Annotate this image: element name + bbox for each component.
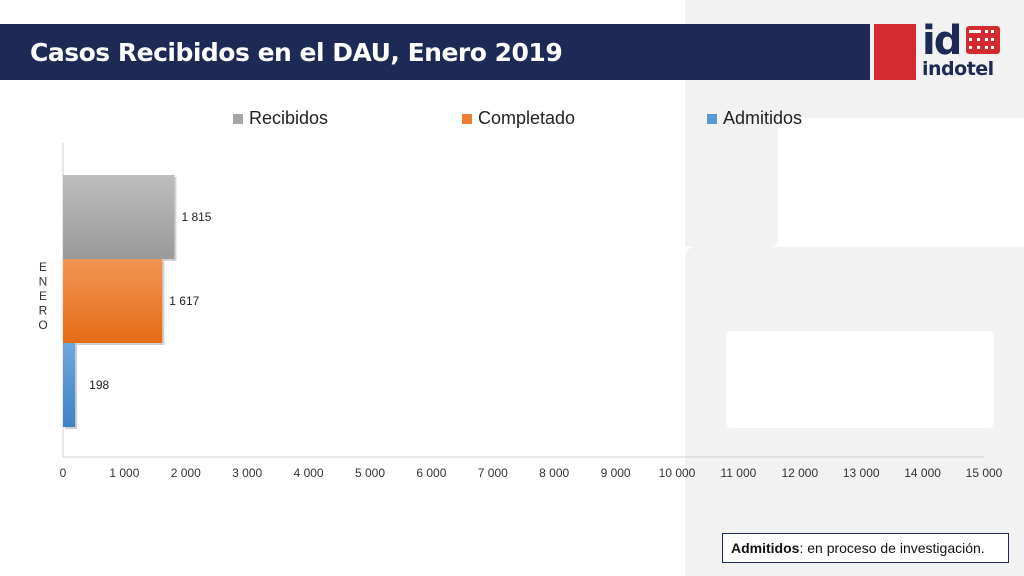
logo-red-block	[874, 24, 916, 80]
note-term: Admitidos	[731, 540, 800, 556]
x-tick-label: 15 000	[966, 466, 1003, 480]
x-tick-label: 14 000	[904, 466, 941, 480]
legend-label-recibidos: Recibidos	[249, 108, 329, 128]
x-tick-label: 9 000	[601, 466, 631, 480]
category-label-letter: O	[38, 318, 47, 332]
legend-swatch-admitidos	[707, 113, 717, 124]
category-label-letter: E	[39, 289, 47, 303]
x-tick-label: 11 000	[720, 466, 756, 480]
background-shape-mid	[685, 110, 778, 247]
legend-swatch-recibidos	[233, 113, 243, 124]
x-tick-label: 5 000	[355, 466, 385, 480]
x-tick-label: 2 000	[171, 466, 201, 480]
legend-label-completado: Completado	[478, 108, 576, 128]
note-box: Admitidos: en proceso de investigación.	[722, 533, 1009, 563]
x-tick-label: 8 000	[539, 466, 569, 480]
legend-admitidos: Admitidos	[707, 108, 802, 129]
x-tick-label: 1 000	[109, 466, 139, 480]
logo-mark: id	[922, 18, 962, 64]
x-tick-label: 6 000	[416, 466, 446, 480]
x-tick-label: 4 000	[294, 466, 324, 480]
bar-admitidos	[63, 343, 76, 427]
data-label-admitidos: 198	[89, 378, 109, 392]
x-tick-label: 7 000	[478, 466, 508, 480]
category-label-letter: N	[39, 275, 48, 289]
bar-recibidos	[63, 175, 175, 259]
logo-text: indotel	[922, 58, 994, 80]
title-bar	[0, 24, 870, 80]
page-title: Casos Recibidos en el DAU, Enero 2019	[30, 38, 563, 67]
x-tick-label: 13 000	[843, 466, 880, 480]
bar-completado	[63, 259, 163, 343]
white-panel	[726, 331, 994, 428]
x-tick-label: 3 000	[232, 466, 262, 480]
note-text: : en proceso de investigación.	[799, 540, 985, 556]
legend-label-admitidos: Admitidos	[723, 108, 803, 128]
category-label-letter: E	[39, 260, 47, 274]
legend-recibidos: Recibidos	[233, 108, 328, 129]
category-label-letter: R	[39, 304, 48, 318]
legend-completado: Completado	[462, 108, 575, 129]
x-tick-label: 0	[60, 466, 67, 480]
data-label-recibidos: 1 815	[181, 210, 211, 224]
x-tick-label: 12 000	[781, 466, 818, 480]
x-tick-label: 10 000	[659, 466, 696, 480]
data-label-completado: 1 617	[169, 294, 199, 308]
legend-swatch-completado	[462, 113, 472, 124]
logo-dots-icon	[966, 26, 1000, 54]
